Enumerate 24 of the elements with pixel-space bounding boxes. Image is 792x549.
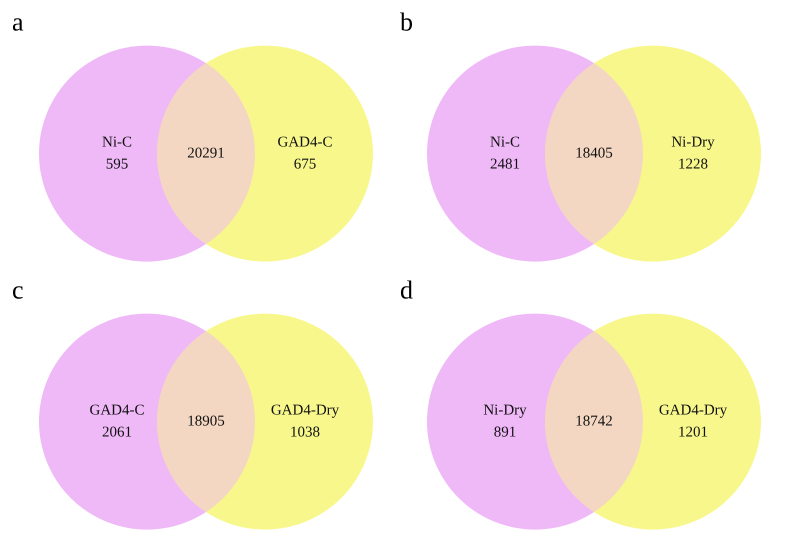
- category-label: Ni-C: [490, 134, 520, 151]
- data-label: 675: [294, 156, 316, 173]
- data-label: 1038: [290, 424, 320, 441]
- text: a: [12, 7, 24, 36]
- data-label: 2061: [102, 424, 132, 441]
- data-label: 891: [494, 424, 516, 441]
- category-label: Ni-Dry: [483, 402, 528, 419]
- category-label: GAD4-C: [278, 134, 332, 151]
- text: d: [400, 275, 413, 304]
- category-label: GAD4-Dry: [658, 402, 728, 419]
- category-label: Ni-C: [102, 134, 132, 151]
- text: 18905: [187, 414, 225, 430]
- category-label: Ni-Dry: [671, 134, 716, 151]
- data-label: 595: [106, 156, 128, 173]
- text: b: [400, 7, 413, 36]
- data-label: 1228: [678, 156, 708, 173]
- category-label: GAD4-Dry: [270, 402, 340, 419]
- text: 18742: [575, 414, 613, 430]
- text: 18405: [575, 146, 613, 162]
- category-label: GAD4-C: [90, 402, 144, 419]
- text: c: [12, 275, 24, 304]
- text: 20291: [187, 146, 225, 162]
- data-label: 1201: [678, 424, 708, 441]
- data-label: 2481: [490, 156, 520, 173]
